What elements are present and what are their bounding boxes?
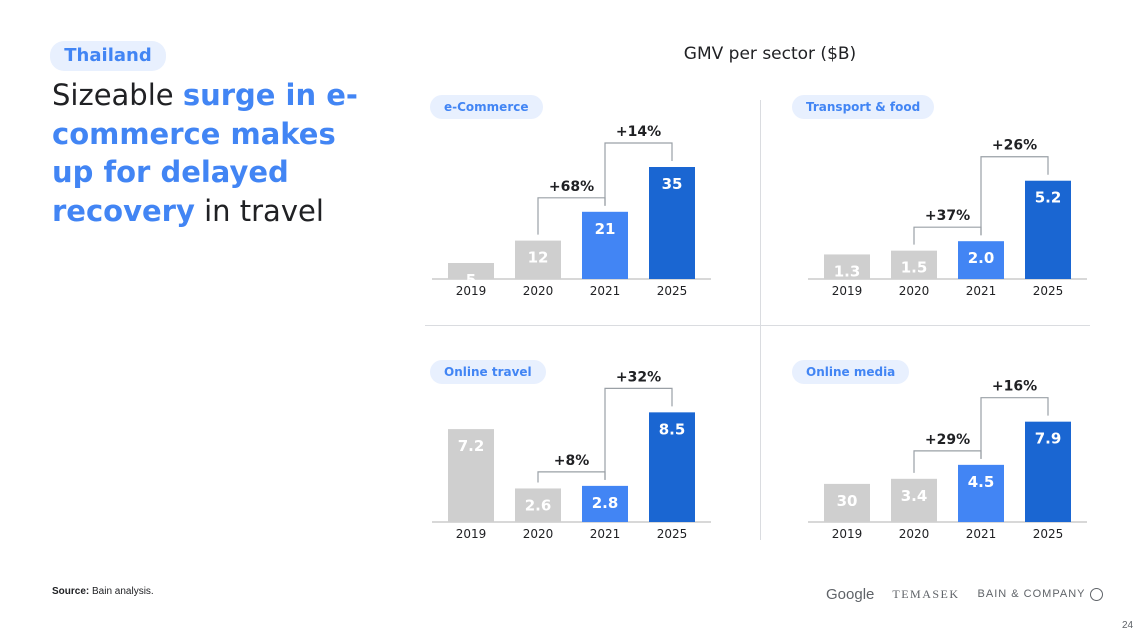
- panel-online-travel: Online travel 7.2 2019 2.6 2020 2.8 2021 8.5 20…: [420, 360, 720, 590]
- bar-value-label: 8.5: [659, 420, 686, 438]
- x-tick-label: 2019: [456, 527, 487, 541]
- horizontal-divider: [425, 325, 1090, 326]
- bar-2021: [582, 485, 628, 522]
- x-tick-label: 2025: [1033, 284, 1064, 298]
- country-tag: Thailand: [50, 41, 166, 71]
- bar-2019: [448, 429, 494, 522]
- source-text: Bain analysis.: [89, 586, 154, 597]
- growth-bracket: [537, 471, 606, 483]
- headline: Sizeable surge in e-commerce makes up fo…: [52, 76, 382, 230]
- bain-logo-text: BAIN & COMPANY: [977, 588, 1086, 600]
- panel-title-pill: Online media: [792, 360, 910, 384]
- bar-value-label: 5.2: [1035, 189, 1062, 207]
- bain-logo: BAIN & COMPANY: [977, 587, 1104, 601]
- page-number: 24: [1122, 620, 1134, 631]
- growth-label: +37%: [925, 208, 970, 224]
- bain-mark-icon: [1090, 587, 1104, 601]
- bar-2020: [515, 240, 561, 279]
- bar-chart-transport-food: 1.3 2019 1.5 2020 2.0 2021 5.2 2025 +37% +26%: [808, 138, 1087, 298]
- growth-label: +14%: [616, 124, 661, 140]
- bar-2021: [582, 211, 628, 279]
- vertical-divider: [760, 100, 761, 540]
- growth-bracket: [604, 387, 673, 480]
- growth-label: +68%: [549, 179, 594, 195]
- growth-label: +16%: [992, 379, 1037, 395]
- x-tick-label: 2025: [1033, 527, 1064, 541]
- bar-2020: [891, 478, 937, 522]
- bar-2020: [515, 488, 561, 522]
- bar-2019: [824, 483, 870, 522]
- growth-label: +29%: [925, 432, 970, 448]
- x-tick-label: 2021: [966, 527, 997, 541]
- source-note: Source: Bain analysis.: [52, 586, 154, 597]
- x-tick-label: 2019: [456, 284, 487, 298]
- x-tick-label: 2025: [657, 284, 688, 298]
- bar-value-label: 35: [662, 175, 683, 193]
- google-logo: Google: [826, 585, 875, 603]
- x-tick-label: 2020: [899, 284, 930, 298]
- growth-label: +26%: [992, 138, 1037, 154]
- panel-transport-food: Transport & food 1.3 2019 1.5 2020 2.0 2021 5.…: [782, 95, 1087, 325]
- panel-title-pill: Online travel: [430, 360, 546, 384]
- headline-highlight: surge in e-commerce makes up for delayed…: [52, 78, 358, 228]
- bar-chart-online-travel: 7.2 2019 2.6 2020 2.8 2021 8.5 2025 +8% +32%: [432, 369, 711, 541]
- partner-logos: Google TEMASEK BAIN & COMPANY: [826, 584, 1104, 604]
- bar-value-label: 3.4: [901, 487, 928, 505]
- panel-title-pill: e-Commerce: [430, 95, 543, 119]
- panel-title-pill: Transport & food: [792, 95, 935, 119]
- bar-2021: [958, 241, 1004, 279]
- panel-ecommerce: e-Commerce 5 2019 12 2020 21 2021 35 2025 +68% +1…: [420, 95, 720, 325]
- bar-value-label: 30: [837, 492, 858, 510]
- bar-value-label: 2.0: [968, 249, 995, 267]
- x-tick-label: 2020: [523, 527, 554, 541]
- bar-value-label: 5: [466, 271, 476, 289]
- growth-bracket: [980, 397, 1049, 459]
- bar-2021: [958, 464, 1004, 522]
- growth-bracket: [604, 142, 673, 206]
- bar-2019: [448, 263, 494, 279]
- bar-2025: [1025, 421, 1071, 522]
- bar-2019: [824, 254, 870, 279]
- x-tick-label: 2021: [590, 527, 621, 541]
- growth-label: +8%: [554, 453, 590, 469]
- growth-bracket: [980, 156, 1049, 236]
- bar-value-label: 4.5: [968, 473, 995, 491]
- bar-value-label: 2.6: [525, 496, 552, 514]
- bar-2025: [649, 167, 695, 279]
- panel-online-media: Online media 30 2019 3.4 2020 4.5 2021 7.9 2025…: [782, 360, 1087, 590]
- growth-label: +32%: [616, 369, 661, 385]
- bar-value-label: 21: [595, 220, 616, 238]
- bar-value-label: 1.3: [834, 262, 861, 280]
- source-label: Source:: [52, 586, 90, 597]
- bar-chart-online-media: 30 2019 3.4 2020 4.5 2021 7.9 2025 +29% +16%: [808, 379, 1087, 541]
- bar-2025: [1025, 180, 1071, 279]
- bar-2025: [649, 412, 695, 522]
- temasek-logo: TEMASEK: [892, 586, 960, 601]
- bar-value-label: 2.8: [592, 494, 619, 512]
- x-tick-label: 2019: [832, 527, 863, 541]
- x-tick-label: 2021: [966, 284, 997, 298]
- x-tick-label: 2020: [899, 527, 930, 541]
- bar-value-label: 7.2: [458, 437, 485, 455]
- chart-super-title: GMV per sector ($B): [683, 44, 857, 64]
- headline-part3: in travel: [194, 193, 324, 228]
- bar-2020: [891, 250, 937, 279]
- x-tick-label: 2020: [523, 284, 554, 298]
- x-tick-label: 2021: [590, 284, 621, 298]
- x-tick-label: 2019: [832, 284, 863, 298]
- headline-part1: Sizeable: [52, 78, 183, 112]
- bar-value-label: 7.9: [1035, 430, 1062, 448]
- bar-value-label: 1.5: [901, 259, 928, 277]
- bar-value-label: 12: [528, 249, 549, 267]
- x-tick-label: 2025: [657, 527, 688, 541]
